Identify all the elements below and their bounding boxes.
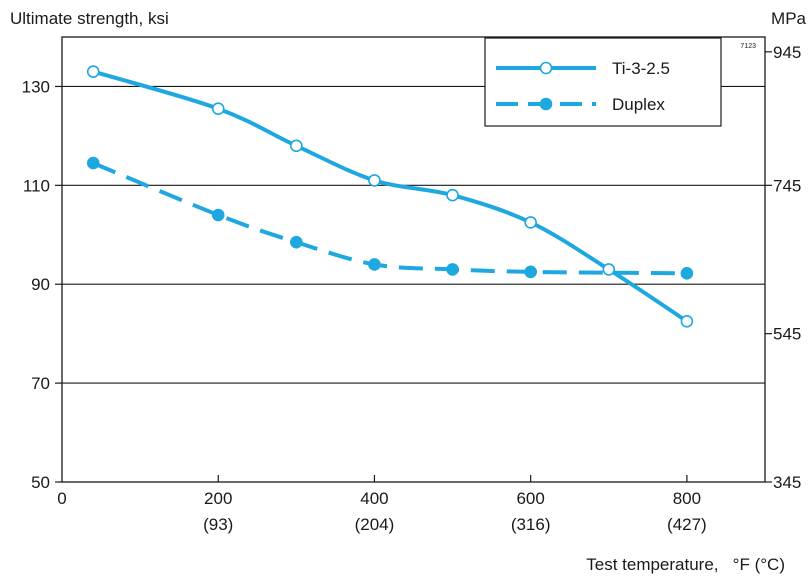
data-point-s1-800 [680, 267, 694, 280]
y-tick-label-left-130: 130 [22, 77, 50, 96]
legend-box [484, 37, 722, 127]
data-point-s1-200 [211, 208, 225, 222]
y-tick-label-left-50: 50 [31, 473, 50, 492]
y-axis-right-label: MPa [771, 9, 807, 28]
series-line-1 [92, 161, 687, 276]
legend-marker-ti [539, 61, 553, 75]
y-axis-left-label: Ultimate strength, ksi [10, 9, 169, 28]
grid-layer [62, 85, 765, 384]
x-axis-label: Test temperature, °F (°C) [586, 555, 785, 574]
legend-label-ti: Ti-3-2.5 [612, 59, 670, 78]
x-tick-label-800: 800 [673, 489, 701, 508]
x-tick-label-200: 200 [204, 489, 232, 508]
data-point-s1-600 [524, 265, 537, 279]
data-point-s1-400 [368, 258, 381, 271]
y-tick-label-left-90: 90 [31, 275, 50, 294]
x-tick-sublabel-400: (204) [355, 515, 395, 534]
x-tick-sublabel-200: (93) [203, 515, 233, 534]
series-layer [86, 65, 694, 328]
y-tick-label-right-345: 345 [773, 473, 801, 492]
legend: Ti-3-2.5 Duplex [484, 37, 722, 127]
y-tick-label-left-70: 70 [31, 374, 50, 393]
data-point-s0-600 [524, 216, 537, 229]
legend-label-duplex: Duplex [612, 95, 665, 114]
x-tick-sublabel-600: (316) [511, 515, 551, 534]
y-tick-label-right-745: 745 [773, 176, 801, 195]
data-point-s0-200 [211, 102, 225, 115]
data-point-s1-40 [86, 156, 100, 170]
y-tick-label-left-110: 110 [23, 176, 50, 195]
x-tick-label-600: 600 [516, 489, 544, 508]
data-point-s0-500 [446, 188, 459, 202]
y-tick-label-right-545: 545 [773, 325, 801, 344]
data-point-s1-500 [446, 263, 459, 276]
y-tick-label-right-945: 945 [773, 43, 801, 62]
legend-marker-duplex [539, 97, 553, 111]
plot-border [61, 36, 766, 483]
data-point-s0-40 [86, 65, 100, 78]
x-tick-label-0: 0 [57, 489, 66, 508]
x-tick-sublabel-800: (427) [667, 515, 707, 534]
tick-layer: 50 70 90 110 130 345 545 745 945 0 200 (93) 400 (204)… [22, 43, 802, 534]
data-point-s0-400 [368, 174, 381, 187]
figure-id: 7123 [740, 43, 756, 50]
data-point-s0-700 [602, 263, 616, 276]
x-tick-label-400: 400 [360, 489, 388, 508]
data-point-s1-300 [290, 235, 303, 249]
data-point-s0-300 [290, 139, 303, 153]
plot-frame [61, 36, 766, 483]
data-point-s0-800 [680, 315, 694, 328]
